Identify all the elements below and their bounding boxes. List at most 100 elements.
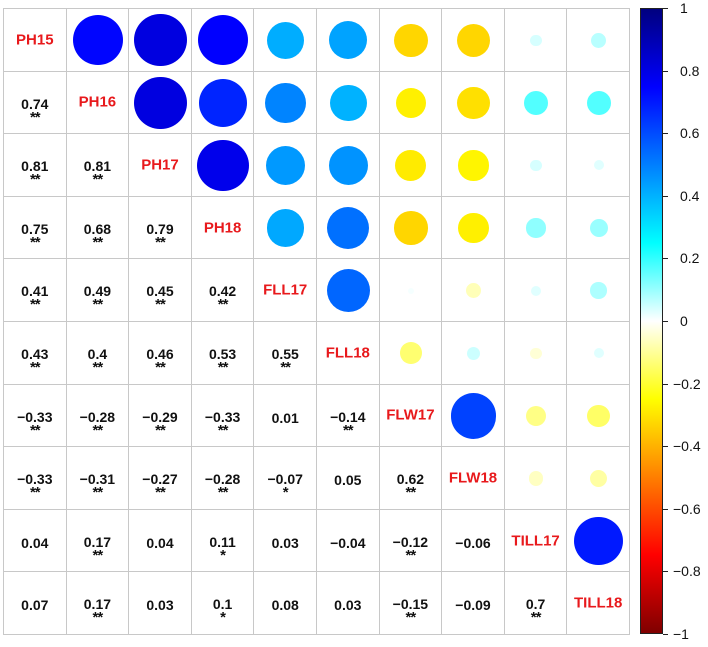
correlation-matrix: PH15 0.74 ** PH16 0.81 ** 0.81 ** PH17 0.75 ** 0.68… [3,8,630,635]
variable-label: FLL17 [263,281,308,299]
colorbar-tick-label: −1 [673,626,689,642]
significance-stars: ** [29,421,41,439]
correlation-value-cell: 0.7 ** [503,571,568,635]
correlation-value: −0.29 [142,408,178,425]
correlation-value-cell: −0.12 ** [378,508,443,573]
correlation-value: −0.07 [267,471,303,488]
significance-stars: ** [155,359,166,376]
correlation-circle-cell [566,321,630,385]
significance-stars: * [220,546,226,564]
colorbar-tick-label: −0.2 [673,375,701,392]
correlation-circle [458,212,489,244]
significance-stars: ** [280,359,291,376]
colorbar-tick [663,508,668,510]
correlation-circle-cell [566,258,630,322]
correlation-circle [591,32,607,48]
correlation-value: −0.12 [392,533,429,550]
correlation-value-cell: 0.43 ** [3,321,67,385]
correlation-value: 0.45 [146,283,174,300]
correlation-circle [587,404,610,428]
correlation-circle [467,346,480,360]
diagonal-label-cell: FLW17 [378,383,443,448]
diagonal-label-cell: PH16 [65,70,130,135]
correlation-circle [326,269,370,313]
variable-label: FLW18 [448,469,498,487]
correlation-value: 0.1 [212,596,233,613]
significance-stars: ** [155,484,166,502]
correlation-circle-cell [566,446,630,510]
significance-stars: ** [92,233,104,251]
correlation-value-cell: 0.03 [128,571,192,635]
correlation-circle-cell [503,70,568,135]
correlation-value: −0.09 [455,597,491,614]
correlation-circle-cell [378,70,443,135]
correlation-value: 0.4 [87,346,108,362]
correlation-value: 0.04 [21,534,49,551]
correlation-circle-cell [190,70,255,135]
correlation-value: 0.41 [21,283,49,300]
significance-stars: ** [29,108,41,126]
correlation-value: 0.49 [83,283,112,300]
correlation-value: −0.31 [79,471,116,488]
correlation-circle-cell [503,195,568,260]
correlation-value-cell: 0.17 ** [65,571,130,635]
correlation-value-cell: −0.07 * [253,446,317,510]
correlation-circle-cell [566,70,630,135]
colorbar-tick [663,571,668,573]
correlation-value-cell: −0.15 ** [378,571,443,635]
correlation-value-cell: 0.42 ** [190,258,255,322]
correlation-circle-cell [441,133,505,197]
diagonal-label-cell: FLW18 [441,446,505,510]
significance-stars: ** [92,609,104,627]
correlation-value-cell: 0.11 * [190,508,255,573]
correlation-circle [593,160,604,171]
correlation-circle-cell [65,8,130,72]
correlation-value-cell: 0.79 ** [128,195,192,260]
correlation-circle [267,21,305,59]
correlation-circle [266,209,305,247]
correlation-circle [528,471,544,486]
correlation-value-cell: −0.33 ** [3,383,67,448]
significance-stars: ** [217,421,229,439]
correlation-value: 0.53 [208,346,237,362]
correlation-circle-cell [503,446,568,510]
correlation-circle [199,78,247,127]
correlation-value: 0.74 [21,95,49,112]
correlation-value: −0.27 [142,471,178,488]
colorbar-tick-label: 0.8 [680,62,700,79]
correlation-circle [265,82,306,124]
variable-label: FLL18 [325,344,370,362]
colorbar-tick [663,70,668,72]
correlation-value: 0.07 [21,597,49,614]
correlation-circle-cell [190,133,255,197]
correlation-value: 0.62 [396,471,425,488]
correlation-circle-cell [316,195,380,260]
colorbar-tick [663,195,668,197]
correlation-circle-cell [378,195,443,260]
diagonal-label-cell: TILL17 [503,508,568,573]
colorbar-tick-label: −0.6 [673,500,701,517]
correlation-value: 0.17 [83,596,112,613]
colorbar-tick-label: −0.4 [673,438,701,455]
significance-stars: ** [92,421,104,439]
significance-stars: ** [92,296,104,314]
significance-stars: ** [217,484,229,502]
correlation-circle [531,285,542,296]
correlation-value: 0.55 [271,346,299,362]
significance-stars: ** [29,484,41,502]
correlation-value-cell: 0.46 ** [128,321,192,385]
correlation-circle-cell [503,133,568,197]
correlation-circle-cell [316,8,380,72]
correlation-value-cell: 0.81 ** [65,133,130,197]
correlation-circle-cell [566,133,630,197]
correlation-circle [266,146,306,185]
significance-stars: ** [217,296,229,314]
correlation-value-cell: 0.05 [316,446,380,510]
correlation-circle-cell [566,383,630,448]
significance-stars: ** [155,233,166,251]
correlation-circle [134,76,187,129]
variable-label: PH18 [203,219,242,237]
correlation-circle-cell [503,383,568,448]
correlation-circle-cell [128,8,192,72]
variable-label: PH15 [16,31,54,49]
